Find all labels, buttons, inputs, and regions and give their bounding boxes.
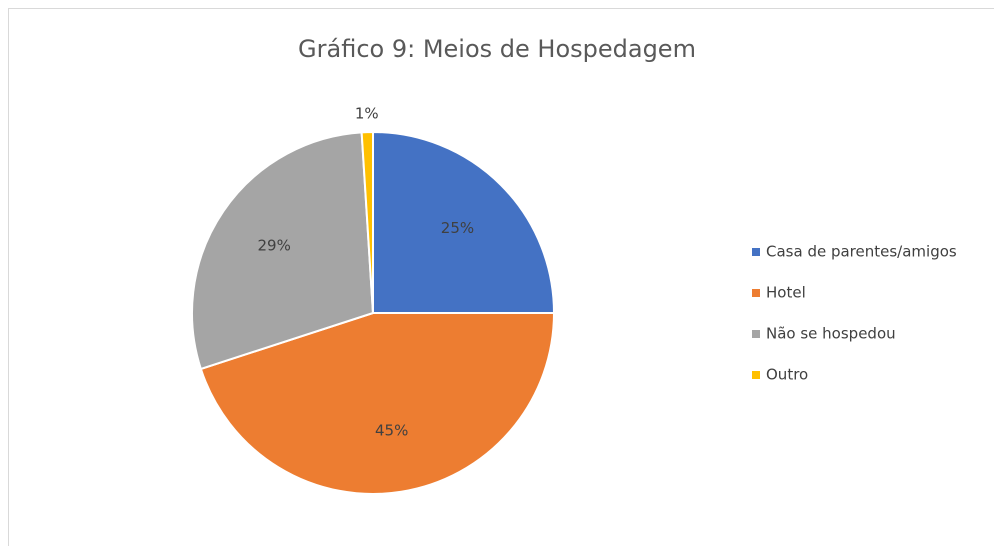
pie-slice: [360, 130, 374, 314]
pie-slice: [191, 131, 375, 371]
data-label: 25%: [441, 219, 474, 237]
legend-swatch: [752, 371, 760, 379]
legend-label: Não se hospedou: [766, 325, 896, 343]
pie-slice: [372, 130, 556, 314]
legend-label: Hotel: [766, 284, 806, 302]
legend-label: Casa de parentes/amigos: [766, 243, 957, 261]
chart-title: Gráfico 9: Meios de Hospedagem: [298, 35, 696, 63]
legend-swatch: [752, 248, 760, 256]
data-label: 29%: [258, 236, 291, 254]
legend-label: Outro: [766, 366, 808, 384]
legend-swatch: [752, 330, 760, 338]
legend-swatch: [752, 289, 760, 297]
data-label: 1%: [355, 105, 379, 123]
pie-slice: [199, 312, 556, 495]
data-label: 45%: [375, 421, 408, 439]
